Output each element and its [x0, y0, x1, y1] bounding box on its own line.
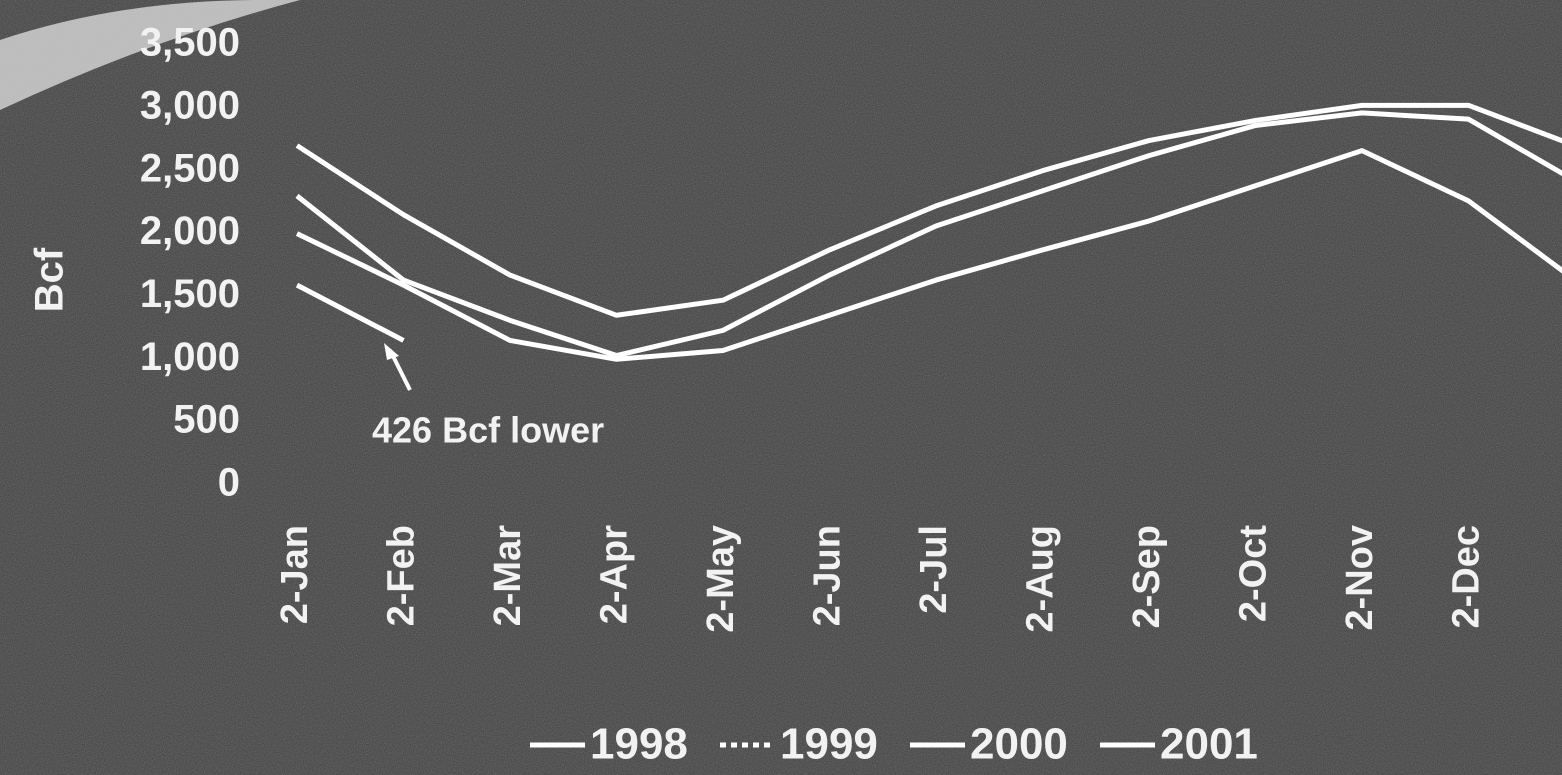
x-tick-label: 2-Sep — [1126, 525, 1168, 628]
legend-label: 2000 — [970, 720, 1068, 769]
series-line — [295, 282, 405, 343]
x-tick-label: 2-Dec — [1446, 525, 1488, 629]
x-tick-label: 2-Jan — [274, 525, 316, 624]
annotation: 426 Bcf lower — [372, 410, 604, 451]
x-tick-label: 2-Apr — [594, 525, 636, 624]
legend-label: 1998 — [590, 720, 688, 769]
y-tick-label: 1,500 — [140, 272, 240, 316]
y-tick-label: 3,000 — [140, 83, 240, 127]
series-line — [295, 148, 1562, 362]
series-line — [295, 110, 1562, 359]
y-tick-label: 3,500 — [140, 21, 240, 65]
y-tick-label: 0 — [218, 461, 240, 505]
x-tick-label: 2-Jun — [807, 525, 849, 626]
x-tick-label: 2-Nov — [1339, 525, 1381, 631]
y-tick-label: 2,000 — [140, 209, 240, 253]
x-tick-label: 2-Aug — [1020, 525, 1062, 633]
y-tick-label: 500 — [173, 398, 240, 442]
y-axis-label: Bcf — [28, 247, 72, 312]
y-tick-label: 2,500 — [140, 146, 240, 190]
x-tick-label: 2-Mar — [487, 525, 529, 627]
legend-label: 2001 — [1160, 720, 1258, 769]
annotation-arrowhead — [384, 343, 399, 360]
y-tick-label: 1,000 — [140, 335, 240, 379]
x-tick-label: 2-May — [700, 525, 742, 633]
x-tick-label: 2-Oct — [1233, 525, 1275, 622]
legend-label: 1999 — [780, 720, 878, 769]
glare — [0, 0, 300, 110]
x-tick-label: 2-Feb — [381, 525, 423, 626]
x-tick-label: 2-Jul — [913, 525, 955, 614]
series-line — [295, 102, 1562, 318]
